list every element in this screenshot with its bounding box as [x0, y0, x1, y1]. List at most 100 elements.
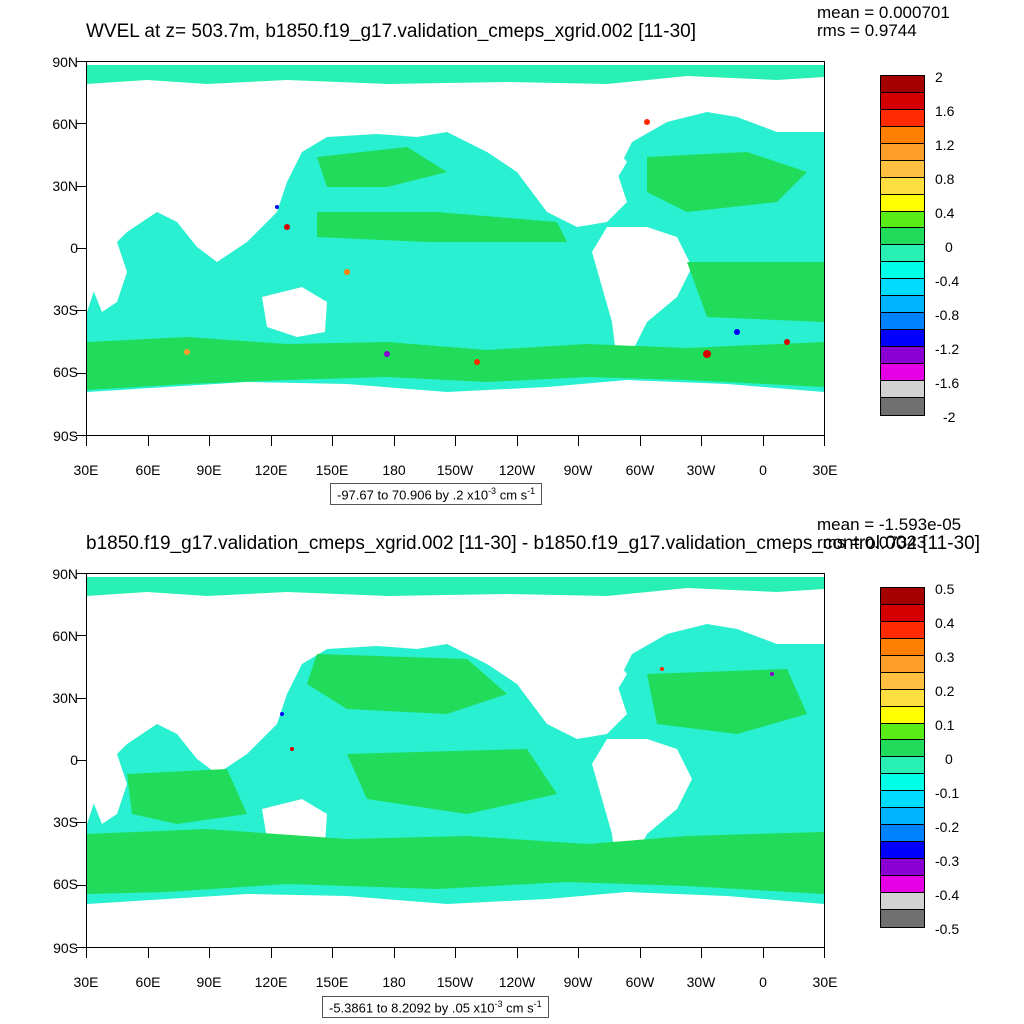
- lon-label: 30W: [686, 974, 716, 990]
- x-tick: [86, 948, 87, 958]
- colorbar-swatch: [881, 262, 924, 280]
- units-text: cm s: [496, 487, 528, 503]
- colorbar-swatch: [881, 842, 924, 859]
- colorbar-swatch: [881, 126, 924, 144]
- high-value-speckles: [184, 119, 790, 365]
- lon-label: 180: [382, 462, 406, 478]
- colorbar-label: 0.4: [935, 615, 955, 631]
- exponent: -3: [488, 486, 497, 496]
- x-tick: [393, 436, 395, 446]
- x-tick: [147, 436, 149, 446]
- colorbar-label: -1.6: [935, 375, 960, 391]
- x-tick: [516, 436, 518, 446]
- colorbar-label: 1.2: [935, 137, 955, 153]
- colorbar-label: 0.3: [935, 649, 955, 665]
- lon-label: 120W: [498, 974, 536, 990]
- colorbar-swatch: [881, 228, 924, 246]
- colorbar-swatch: [881, 397, 924, 415]
- lon-label: 60E: [135, 462, 161, 478]
- colorbar-swatch: [881, 689, 924, 707]
- x-tick: [824, 436, 825, 446]
- lon-label: 150W: [436, 974, 474, 990]
- ocean-field-map: [87, 62, 824, 435]
- x-tick: [332, 948, 333, 958]
- lon-label: 30E: [73, 974, 99, 990]
- exponent: -3: [494, 999, 503, 1009]
- colorbar-swatch: [881, 143, 924, 161]
- colorbar-swatch: [881, 330, 924, 347]
- colorbar-swatch: [881, 363, 924, 381]
- y-tick: [76, 947, 86, 948]
- colorbar-swatch: [881, 808, 924, 826]
- colorbar-label: -0.5: [935, 921, 960, 937]
- colorbar-swatch: [881, 109, 924, 127]
- colorbar-swatch: [881, 757, 924, 775]
- lat-label: 30N: [52, 178, 78, 194]
- colorbar-swatch: [881, 740, 924, 758]
- ocean-difference-map: [87, 574, 824, 947]
- colorbar-swatch: [881, 892, 924, 910]
- lat-label: 60N: [52, 628, 78, 644]
- lon-label: 120W: [498, 462, 536, 478]
- colorbar-label: -0.1: [935, 785, 960, 801]
- colorbar-label: -0.3: [935, 853, 960, 869]
- colorbar-swatch: [881, 706, 924, 724]
- units-text: cm s: [502, 1000, 534, 1016]
- x-tick: [762, 948, 764, 958]
- map-plot-area: [86, 61, 825, 436]
- colorbar-label: 0: [945, 751, 953, 767]
- colorbar-swatch: [881, 825, 924, 843]
- lat-label: 30S: [53, 302, 78, 318]
- lat-label: 30S: [53, 814, 78, 830]
- x-tick: [332, 436, 333, 446]
- x-tick: [701, 436, 702, 446]
- colorbar-swatch: [881, 638, 924, 656]
- colorbar-swatch: [881, 194, 924, 212]
- colorbar-swatch: [881, 774, 924, 792]
- lon-label: 120E: [254, 462, 288, 478]
- stats-block: mean = -1.593e-05 rms = 0.07343: [817, 516, 961, 552]
- x-tick: [578, 436, 579, 446]
- map-title: WVEL at z= 503.7m, b1850.f19_g17.validat…: [86, 21, 696, 42]
- rms-value: rms = 0.07343: [817, 533, 927, 552]
- lon-label: 30W: [686, 462, 716, 478]
- colorbar-swatch: [881, 313, 924, 331]
- lat-label: 90N: [52, 566, 78, 582]
- contour-info-box: -97.67 to 70.906 by .2 x10-3 cm s-1: [330, 483, 543, 506]
- colorbar-swatch: [881, 211, 924, 229]
- lat-label: 60S: [53, 364, 78, 380]
- x-tick: [147, 948, 149, 958]
- x-tick: [762, 436, 764, 446]
- lon-label: 60W: [625, 974, 655, 990]
- colorbar: [880, 587, 925, 928]
- colorbar-label: -0.8: [935, 307, 960, 323]
- y-tick: [76, 372, 86, 374]
- colorbar-label: 0: [945, 239, 953, 255]
- colorbar-label: 0.8: [935, 171, 955, 187]
- lon-label: 90E: [196, 974, 222, 990]
- x-tick: [455, 436, 456, 446]
- colorbar-label: 0.4: [935, 205, 955, 221]
- colorbar-label: -0.4: [935, 273, 960, 289]
- y-tick: [76, 697, 86, 699]
- x-tick: [270, 436, 272, 446]
- lat-label: 90N: [52, 54, 78, 70]
- colorbar-swatch: [881, 160, 924, 178]
- x-tick: [86, 436, 87, 446]
- colorbar-swatch: [881, 621, 924, 639]
- x-tick: [455, 948, 456, 958]
- lon-label: 90E: [196, 462, 222, 478]
- colorbar-swatch: [881, 909, 924, 927]
- units-exponent: -1: [527, 486, 536, 496]
- y-tick: [76, 123, 86, 125]
- colorbar-swatch: [881, 76, 924, 93]
- colorbar-swatch: [881, 672, 924, 690]
- colorbar-swatch: [881, 245, 924, 263]
- colorbar-swatch: [881, 279, 924, 297]
- x-tick: [639, 948, 641, 958]
- x-tick: [824, 948, 825, 958]
- y-tick: [76, 310, 86, 312]
- x-tick: [701, 948, 702, 958]
- contour-info-box: -5.3861 to 8.2092 by .05 x10-3 cm s-1: [322, 996, 549, 1019]
- lon-label: 0: [759, 974, 767, 990]
